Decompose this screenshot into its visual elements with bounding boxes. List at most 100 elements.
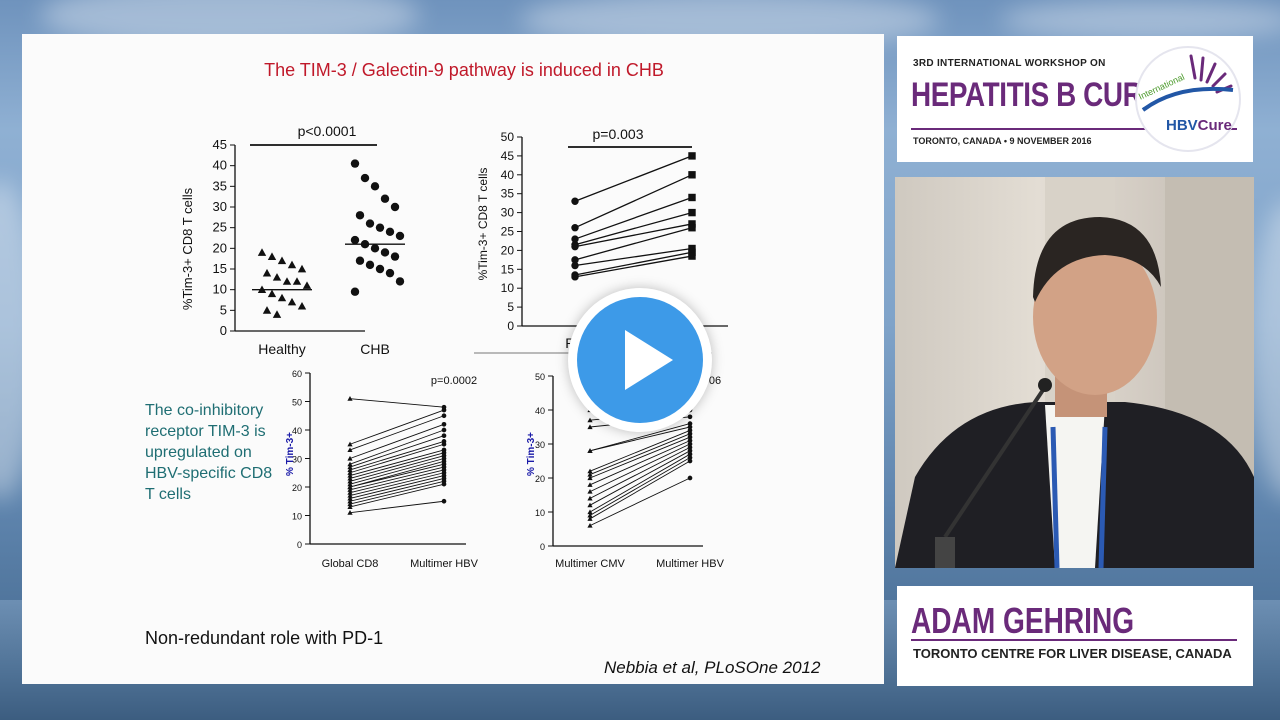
data-point <box>390 202 400 212</box>
logo-divider <box>911 128 1237 130</box>
series-line <box>574 155 693 202</box>
data-point <box>587 489 593 494</box>
data-point <box>587 448 593 453</box>
series-line <box>349 475 445 499</box>
data-point <box>277 293 287 302</box>
data-point <box>687 455 693 460</box>
data-point <box>441 407 447 413</box>
workshop-location: TORONTO, CANADA • 9 NOVEMBER 2016 <box>913 136 1092 146</box>
data-point <box>687 428 693 433</box>
series-line <box>574 196 693 240</box>
data-point <box>297 264 307 273</box>
series-line <box>589 433 691 476</box>
data-point <box>688 171 696 179</box>
series-line <box>349 435 445 468</box>
data-point <box>395 231 405 241</box>
y-tick-label: 35 <box>213 178 227 193</box>
play-button[interactable] <box>568 288 712 432</box>
data-point <box>687 424 693 430</box>
series-line <box>349 398 445 408</box>
y-tick-label: 30 <box>213 199 227 214</box>
data-point <box>587 482 593 487</box>
series-line <box>589 450 691 506</box>
data-point <box>385 227 395 236</box>
y-tick-label: 20 <box>501 243 515 257</box>
y-tick-label: 45 <box>501 149 515 163</box>
y-tick-label: 25 <box>501 225 515 239</box>
y-tick-label: 30 <box>535 440 545 450</box>
data-point <box>350 287 360 296</box>
data-point <box>390 252 400 261</box>
y-tick-label: 30 <box>501 206 515 220</box>
data-point <box>282 277 292 285</box>
series-line <box>589 423 691 452</box>
series-line <box>349 480 445 505</box>
data-point <box>347 455 353 461</box>
data-point <box>687 451 693 457</box>
series-line <box>589 426 691 452</box>
data-point <box>688 252 696 260</box>
series-line <box>349 409 445 445</box>
series-line <box>349 440 445 471</box>
data-point <box>272 273 282 281</box>
series-line <box>589 453 691 513</box>
data-point <box>350 235 360 245</box>
y-tick-label: 10 <box>292 512 302 522</box>
play-button-circle[interactable] <box>577 297 703 423</box>
series-line <box>574 211 693 246</box>
workshop-line: 3RD INTERNATIONAL WORKSHOP ON <box>913 58 1106 69</box>
data-point <box>687 434 693 440</box>
y-axis-label: % Tim-3+ <box>526 432 537 476</box>
data-point <box>441 498 447 504</box>
workshop-logo: 3RD INTERNATIONAL WORKSHOP ON HEPATITIS … <box>897 36 1253 162</box>
data-point <box>267 252 277 260</box>
slide-title: The TIM-3 / Galectin-9 pathway is induce… <box>264 60 664 80</box>
data-point <box>375 264 385 274</box>
series-line <box>574 174 693 229</box>
series-line <box>349 466 445 491</box>
speaker-lower-third: ADAM GEHRING TORONTO CENTRE FOR LIVER DI… <box>897 586 1253 686</box>
data-point <box>272 310 282 318</box>
series-line <box>589 443 691 493</box>
y-tick-label: 10 <box>213 282 227 297</box>
data-point <box>347 461 353 467</box>
series-line <box>589 460 691 520</box>
y-tick-label: 10 <box>501 281 515 295</box>
data-point <box>302 281 312 289</box>
name-divider <box>911 639 1237 641</box>
series-line <box>349 483 445 508</box>
y-tick-label: 40 <box>213 158 227 173</box>
data-point <box>587 468 593 474</box>
y-tick-label: 5 <box>220 302 227 317</box>
p-value-label: p=0.003 <box>593 126 644 142</box>
speaker-video <box>895 177 1254 568</box>
p-value-label: p=0.0002 <box>431 375 477 387</box>
y-tick-label: 50 <box>292 398 302 408</box>
data-point <box>587 523 593 528</box>
data-point <box>571 235 579 243</box>
data-point <box>287 297 297 306</box>
data-point <box>441 481 447 487</box>
data-point <box>347 473 353 478</box>
data-point <box>441 433 447 439</box>
slide-bottom-text: Non-redundant role with PD-1 <box>145 628 384 648</box>
y-tick-label: 0 <box>220 323 227 338</box>
slide-citation: Nebbia et al, PLoSOne 2012 <box>604 658 821 677</box>
data-point <box>587 502 593 508</box>
data-point <box>441 413 447 419</box>
speaker-figure <box>895 177 1254 568</box>
data-point <box>355 256 365 265</box>
data-point <box>587 516 593 521</box>
data-point <box>687 445 693 450</box>
y-axis-label: %Tim-3+ CD8 T cells <box>476 168 490 281</box>
data-point <box>441 427 447 433</box>
data-point <box>370 182 380 191</box>
data-point <box>347 484 353 490</box>
x-category-label: Multimer HBV <box>656 558 725 570</box>
data-point <box>688 248 696 256</box>
y-tick-label: 45 <box>213 137 227 152</box>
data-point <box>688 208 696 217</box>
data-point <box>687 431 693 437</box>
series-line <box>349 455 445 482</box>
data-point <box>347 490 353 495</box>
